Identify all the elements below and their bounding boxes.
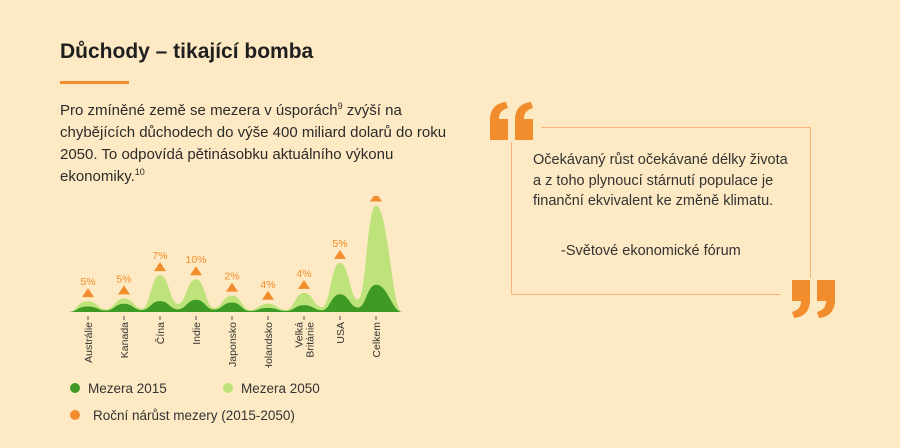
pension-gap-chart: 5%5%7%10%2%4%4%5%5% AustrálieKanadaČínaI… xyxy=(68,196,402,368)
legend-item-growth: Roční nárůst mezery (2015-2050) xyxy=(70,407,295,425)
growth-marker-icon xyxy=(118,285,130,295)
svg-text:Velká: Velká xyxy=(294,322,306,348)
growth-marker-icon xyxy=(226,282,238,292)
footnote-ref-9[interactable]: 9 xyxy=(337,101,343,111)
growth-label: 10% xyxy=(185,254,206,266)
x-tick-label: Celkem xyxy=(371,316,383,358)
growth-marker-icon xyxy=(370,196,382,202)
legend-item-2050: Mezera 2050 xyxy=(223,380,320,398)
growth-marker-icon xyxy=(262,290,274,300)
x-tick-label: Japonsko xyxy=(227,316,239,367)
quote-close-icon xyxy=(792,280,835,318)
legend-dot-growth xyxy=(70,410,80,421)
quote-frame xyxy=(511,127,811,295)
intro-text-1: Pro zmíněné země se mezera v úsporách xyxy=(60,102,338,119)
svg-text:USA: USA xyxy=(335,322,347,344)
legend-dot-2050 xyxy=(223,383,233,394)
quote-open-icon xyxy=(490,102,533,140)
growth-marker-icon xyxy=(154,262,166,272)
legend-label-growth: Roční nárůst mezery (2015-2050) xyxy=(93,408,295,423)
growth-label: 7% xyxy=(152,250,167,262)
area-series-2050 xyxy=(68,205,402,312)
x-tick-label: Kanada xyxy=(119,316,131,358)
growth-label: 2% xyxy=(224,271,239,283)
svg-text:Čína: Čína xyxy=(154,322,167,344)
svg-text:Británie: Británie xyxy=(305,322,317,358)
growth-marker-icon xyxy=(298,279,310,289)
legend-label-2015: Mezera 2015 xyxy=(88,381,167,396)
x-tick-label: Čína xyxy=(154,316,167,344)
area-series-2015 xyxy=(68,284,402,312)
svg-text:Kanada: Kanada xyxy=(119,322,131,358)
x-tick-label: Holandsko xyxy=(263,316,275,368)
quote-author: -Světové ekonomické fórum xyxy=(561,243,741,259)
page-title: Důchody – tikající bomba xyxy=(60,40,314,63)
growth-marker-icon xyxy=(334,249,346,259)
legend-dot-2015 xyxy=(70,383,80,394)
svg-text:Celkem: Celkem xyxy=(371,322,383,358)
svg-text:Austrálie: Austrálie xyxy=(83,322,95,363)
svg-text:Japonsko: Japonsko xyxy=(227,322,239,367)
x-tick-label: Indie xyxy=(191,316,203,345)
svg-text:Holandsko: Holandsko xyxy=(263,322,275,368)
legend-item-2015: Mezera 2015 xyxy=(70,380,167,398)
growth-marker-icon xyxy=(190,266,202,276)
growth-label: 5% xyxy=(116,273,131,285)
x-tick-label: Velká Británie xyxy=(294,316,317,358)
x-tick-label: Austrálie xyxy=(83,316,95,363)
growth-label: 4% xyxy=(296,268,311,280)
intro-paragraph: Pro zmíněné země se mezera v úsporách9 z… xyxy=(60,100,460,188)
chart-areas xyxy=(68,205,402,312)
legend-label-2050: Mezera 2050 xyxy=(241,381,320,396)
footnote-ref-10[interactable]: 10 xyxy=(134,167,145,177)
svg-text:Indie: Indie xyxy=(191,322,203,345)
growth-marker-icon xyxy=(82,288,94,298)
chart-x-labels: Austrálie Kanada Čína Indie Japonsko Holandsk… xyxy=(83,316,383,368)
quote-text: Očekávaný růst očekávané délky života a … xyxy=(533,152,788,209)
title-underline xyxy=(60,81,129,84)
growth-label: 5% xyxy=(80,276,95,288)
x-tick-label: USA xyxy=(335,316,347,344)
growth-label: 4% xyxy=(260,279,275,291)
chart-growth-markers: 5%5%7%10%2%4%4%5%5% xyxy=(80,196,382,300)
growth-label: 5% xyxy=(332,238,347,250)
intro-text-2: zvýší na chybějících důchodech do výše 4… xyxy=(60,102,447,185)
